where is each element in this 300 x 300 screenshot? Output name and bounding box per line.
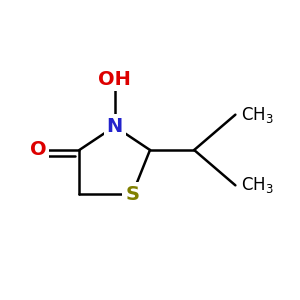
Text: S: S <box>125 185 139 204</box>
Text: CH$_3$: CH$_3$ <box>241 105 274 125</box>
Text: OH: OH <box>98 70 131 89</box>
Text: N: N <box>106 117 123 136</box>
Text: CH$_3$: CH$_3$ <box>241 175 274 195</box>
Text: O: O <box>30 140 46 160</box>
